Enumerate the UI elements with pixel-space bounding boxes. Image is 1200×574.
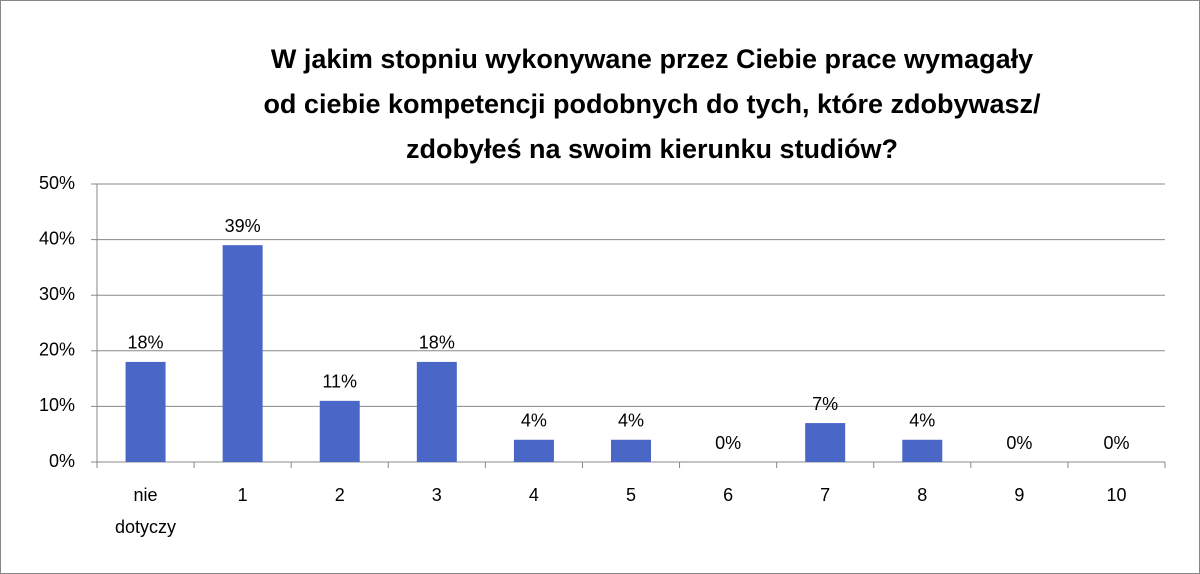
data-label: 7% xyxy=(812,394,838,414)
data-label: 0% xyxy=(1103,433,1129,453)
x-tick-label: 7 xyxy=(820,485,830,505)
bar xyxy=(222,245,263,462)
data-label: 11% xyxy=(322,372,357,392)
data-label: 0% xyxy=(1006,433,1032,453)
x-tick-label: 2 xyxy=(335,485,345,505)
x-tick-label: 3 xyxy=(432,485,442,505)
chart-title: W jakim stopniu wykonywane przez Ciebie … xyxy=(271,44,1033,74)
data-label: 0% xyxy=(715,433,741,453)
bar xyxy=(416,361,457,462)
x-tick-label: 10 xyxy=(1106,485,1126,505)
x-tick-label: nie dotyczy xyxy=(115,485,176,537)
x-tick-label: 1 xyxy=(238,485,248,505)
data-label: 18% xyxy=(419,333,455,353)
data-label: 18% xyxy=(128,333,164,353)
data-label: 4% xyxy=(521,411,547,431)
bar xyxy=(513,439,554,462)
data-label: 4% xyxy=(909,411,935,431)
chart-title: od ciebie kompetencji podobnych do tych,… xyxy=(263,89,1041,119)
y-tick-label: 50% xyxy=(39,173,75,193)
bar xyxy=(125,361,166,462)
y-tick-label: 30% xyxy=(39,284,75,304)
x-tick-label: 8 xyxy=(917,485,927,505)
bar xyxy=(319,400,360,462)
chart-title: zdobyłeś na swoim kierunku studiów? xyxy=(406,134,898,164)
y-tick-label: 20% xyxy=(39,340,75,360)
data-label: 4% xyxy=(618,411,644,431)
y-tick-label: 0% xyxy=(49,451,75,471)
x-tick-label: 6 xyxy=(723,485,733,505)
bar xyxy=(611,439,651,462)
bar xyxy=(805,423,846,462)
x-tick-label: 4 xyxy=(529,485,539,505)
data-label: 39% xyxy=(225,216,261,236)
y-tick-label: 10% xyxy=(39,395,75,415)
bar xyxy=(902,439,943,462)
y-tick-label: 40% xyxy=(39,228,75,248)
x-tick-label: 5 xyxy=(626,485,636,505)
x-tick-label: 9 xyxy=(1014,485,1024,505)
